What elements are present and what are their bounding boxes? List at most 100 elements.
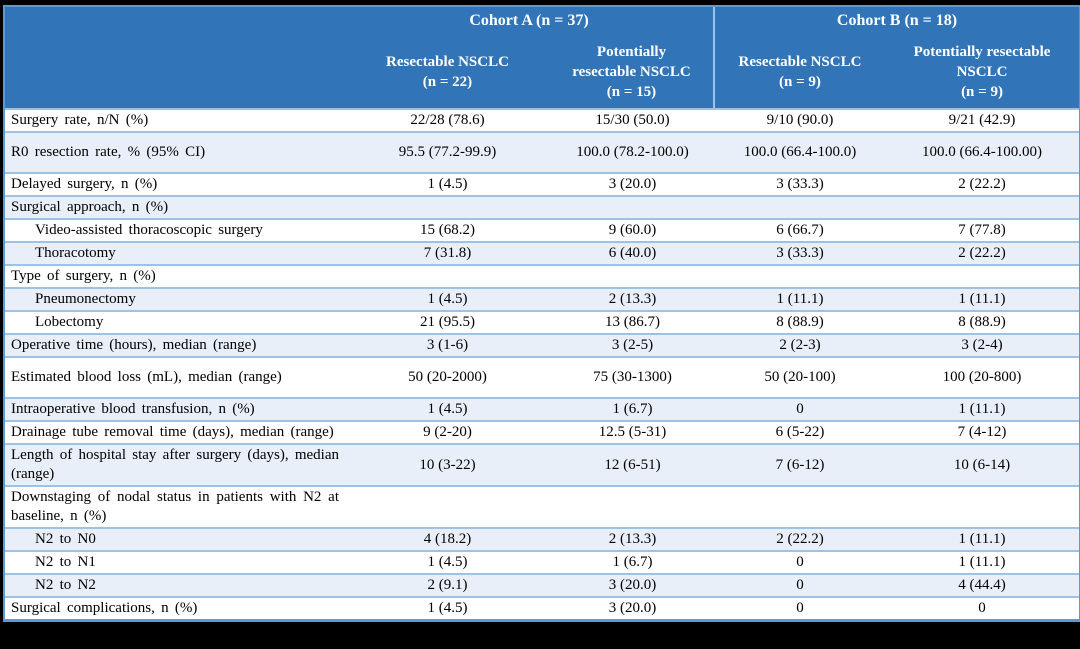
cell-value: 3 (2-4) (885, 335, 1080, 358)
cell-value: 3 (33.3) (715, 243, 885, 266)
column-header-potentially-resectable-b: Potentially resectable NSCLC (n = 9) (885, 35, 1080, 110)
cell-value: 2 (22.2) (715, 529, 885, 552)
cell-value: 21 (95.5) (345, 312, 550, 335)
column-header-resectable-a: Resectable NSCLC (n = 22) (345, 35, 550, 110)
table-row: Thoracotomy 7 (31.8) 6 (40.0) 3 (33.3) 2 (22… (5, 243, 1080, 266)
table-row: Video-assisted thoracoscopic surgery 15 (… (5, 220, 1080, 243)
cell-value: 1 (11.1) (885, 289, 1080, 312)
table-row: Type of surgery, n (%) (5, 266, 1080, 289)
cell-value: 75 (30-1300) (550, 358, 715, 399)
row-label: Length of hospital stay after surgery (d… (5, 445, 345, 487)
row-label: Lobectomy (5, 312, 345, 335)
table-header: Cohort A (n = 37) Cohort B (n = 18) Rese… (5, 7, 1080, 110)
row-label: N2 to N0 (5, 529, 345, 552)
cell-value: 1 (11.1) (885, 399, 1080, 422)
row-label: Operative time (hours), median (range) (5, 335, 345, 358)
row-label: Drainage tube removal time (days), media… (5, 422, 345, 445)
cell-value: 0 (715, 575, 885, 598)
surgical-outcomes-table: Cohort A (n = 37) Cohort B (n = 18) Rese… (3, 5, 1080, 622)
cell-value: 15 (68.2) (345, 220, 550, 243)
cell-value: 4 (44.4) (885, 575, 1080, 598)
cell-value: 2 (2-3) (715, 335, 885, 358)
cell-value: 0 (715, 399, 885, 422)
cell-value: 3 (20.0) (550, 598, 715, 619)
cell-value: 1 (4.5) (345, 598, 550, 619)
table-row: Surgical approach, n (%) (5, 197, 1080, 220)
cell-value (345, 266, 550, 289)
row-label: Video-assisted thoracoscopic surgery (5, 220, 345, 243)
table-row: N2 to N0 4 (18.2) 2 (13.3) 2 (22.2) 1 (11.1) (5, 529, 1080, 552)
cell-value: 1 (11.1) (885, 552, 1080, 575)
cell-value: 3 (20.0) (550, 575, 715, 598)
cell-value: 1 (6.7) (550, 399, 715, 422)
cell-value: 2 (22.2) (885, 243, 1080, 266)
cell-value: 1 (6.7) (550, 552, 715, 575)
row-label: Surgery rate, n/N (%) (5, 110, 345, 133)
row-label: Surgical approach, n (%) (5, 197, 345, 220)
table-row: N2 to N1 1 (4.5) 1 (6.7) 0 1 (11.1) (5, 552, 1080, 575)
row-label: Thoracotomy (5, 243, 345, 266)
row-label: Delayed surgery, n (%) (5, 174, 345, 197)
cell-value: 2 (13.3) (550, 289, 715, 312)
cell-value: 100 (20-800) (885, 358, 1080, 399)
table-row: Lobectomy 21 (95.5) 13 (86.7) 8 (88.9) 8 (88… (5, 312, 1080, 335)
cell-value: 8 (88.9) (715, 312, 885, 335)
cell-value: 50 (20-100) (715, 358, 885, 399)
cell-value: 4 (18.2) (345, 529, 550, 552)
cell-value: 3 (33.3) (715, 174, 885, 197)
cohort-b-header: Cohort B (n = 18) (715, 7, 1080, 35)
column-header-resectable-b: Resectable NSCLC (n = 9) (715, 35, 885, 110)
table-row: Intraoperative blood transfusion, n (%) 1… (5, 399, 1080, 422)
column-header-potentially-resectable-a: Potentially resectable NSCLC (n = 15) (550, 35, 715, 110)
cell-value: 10 (6-14) (885, 445, 1080, 487)
table-row: Length of hospital stay after surgery (d… (5, 445, 1080, 487)
row-label: Pneumonectomy (5, 289, 345, 312)
cell-value: 0 (715, 598, 885, 619)
cell-value: 100.0 (66.4-100.00) (885, 133, 1080, 174)
cell-value: 9/10 (90.0) (715, 110, 885, 133)
cohort-a-header: Cohort A (n = 37) (345, 7, 715, 35)
row-label: Intraoperative blood transfusion, n (%) (5, 399, 345, 422)
cell-value (345, 487, 550, 529)
corner-cell (5, 7, 345, 35)
row-label: N2 to N1 (5, 552, 345, 575)
cell-value: 9 (2-20) (345, 422, 550, 445)
cell-value (885, 197, 1080, 220)
cell-value: 8 (88.9) (885, 312, 1080, 335)
table-body: Surgery rate, n/N (%) 22/28 (78.6) 15/30 (… (5, 110, 1080, 619)
table-row: Surgery rate, n/N (%) 22/28 (78.6) 15/30 (… (5, 110, 1080, 133)
cell-value: 22/28 (78.6) (345, 110, 550, 133)
cell-value: 9 (60.0) (550, 220, 715, 243)
table-row: Estimated blood loss (mL), median (range… (5, 358, 1080, 399)
cell-value: 3 (2-5) (550, 335, 715, 358)
table-row: Drainage tube removal time (days), media… (5, 422, 1080, 445)
cell-value: 1 (4.5) (345, 289, 550, 312)
table-row: Operative time (hours), median (range) 3 … (5, 335, 1080, 358)
cohort-header-row: Cohort A (n = 37) Cohort B (n = 18) (5, 7, 1080, 35)
cell-value (550, 266, 715, 289)
table-row: R0 resection rate, % (95% CI) 95.5 (77.2-… (5, 133, 1080, 174)
row-label: Downstaging of nodal status in patients … (5, 487, 345, 529)
cell-value: 1 (11.1) (715, 289, 885, 312)
cell-value: 7 (31.8) (345, 243, 550, 266)
cell-value: 15/30 (50.0) (550, 110, 715, 133)
row-label: N2 to N2 (5, 575, 345, 598)
cell-value (715, 197, 885, 220)
cell-value: 12 (6-51) (550, 445, 715, 487)
cell-value (885, 487, 1080, 529)
cell-value: 7 (77.8) (885, 220, 1080, 243)
row-label: Type of surgery, n (%) (5, 266, 345, 289)
cell-value: 9/21 (42.9) (885, 110, 1080, 133)
cell-value: 3 (1-6) (345, 335, 550, 358)
cell-value: 7 (4-12) (885, 422, 1080, 445)
cell-value: 7 (6-12) (715, 445, 885, 487)
cell-value: 100.0 (78.2-100.0) (550, 133, 715, 174)
cell-value (550, 197, 715, 220)
table-row: Pneumonectomy 1 (4.5) 2 (13.3) 1 (11.1) 1 (1… (5, 289, 1080, 312)
cell-value (715, 487, 885, 529)
cell-value: 2 (9.1) (345, 575, 550, 598)
cell-value: 1 (4.5) (345, 552, 550, 575)
cell-value: 6 (66.7) (715, 220, 885, 243)
cell-value: 10 (3-22) (345, 445, 550, 487)
